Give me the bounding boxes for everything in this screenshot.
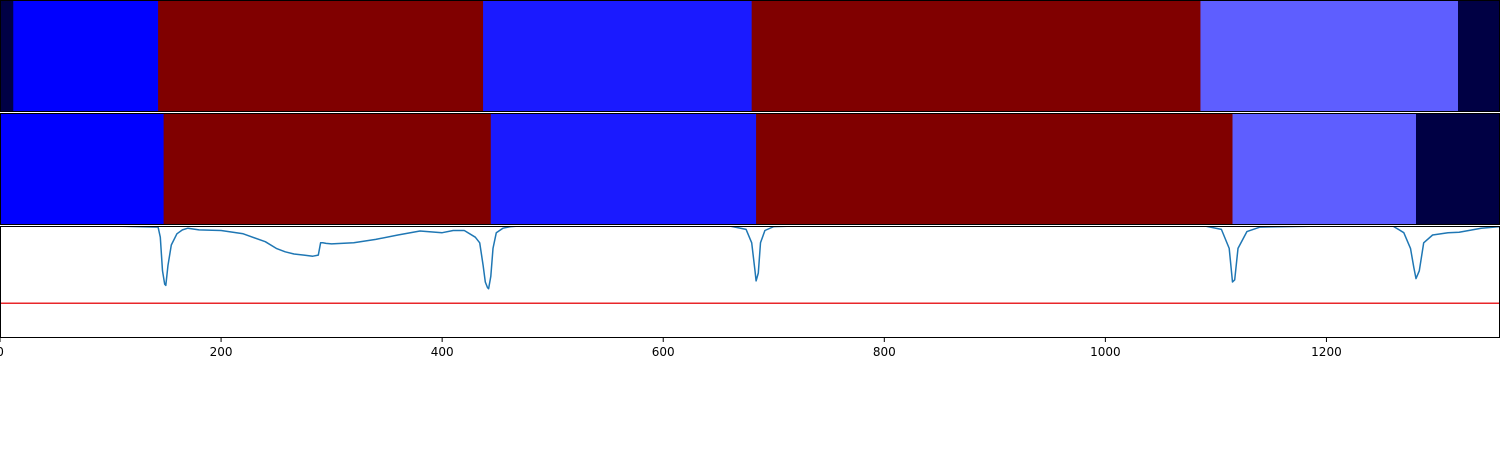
x-tick-label-6: 1200 [1311,345,1342,359]
x-tick-label-3: 600 [652,345,675,359]
middle-bar-segment-0 [0,113,164,225]
middle-bar-segment-1 [164,113,492,225]
middle-segment-bar [0,113,1500,225]
line-plot-background [0,226,1500,338]
x-tick-label-4: 800 [873,345,896,359]
top-segment-bar [0,0,1500,112]
line-plot-panel [0,226,1500,338]
top-bar-segment-5 [1200,0,1458,112]
top-bar-segment-3 [483,0,752,112]
x-tick-label-5: 1000 [1090,345,1121,359]
middle-bar-segment-5 [1416,113,1500,225]
middle-bar-segment-3 [756,113,1233,225]
middle-bar-segment-2 [491,113,757,225]
top-bar-segment-0 [0,0,14,112]
x-tick-label-2: 400 [431,345,454,359]
x-axis: 0 200 400 600 800 1000 1200 [0,338,1342,359]
x-tick-label-1: 200 [210,345,233,359]
middle-bar-segment-4 [1232,113,1416,225]
x-tick-label-0: 0 [0,345,4,359]
top-bar-segment-1 [13,0,158,112]
top-bar-segment-4 [752,0,1201,112]
top-bar-segment-2 [158,0,483,112]
top-bar-segment-6 [1458,0,1500,112]
